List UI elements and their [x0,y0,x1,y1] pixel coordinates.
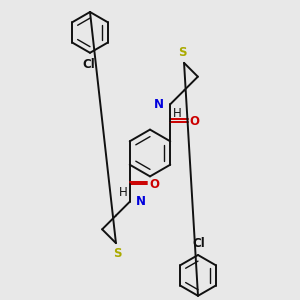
Text: S: S [113,247,122,260]
Text: Cl: Cl [193,237,205,250]
Text: S: S [178,46,187,59]
Text: H: H [118,186,127,199]
Text: O: O [149,178,159,191]
Text: O: O [189,115,200,128]
Text: Cl: Cl [83,58,95,71]
Text: N: N [154,98,164,111]
Text: H: H [173,106,182,120]
Text: N: N [136,195,146,208]
